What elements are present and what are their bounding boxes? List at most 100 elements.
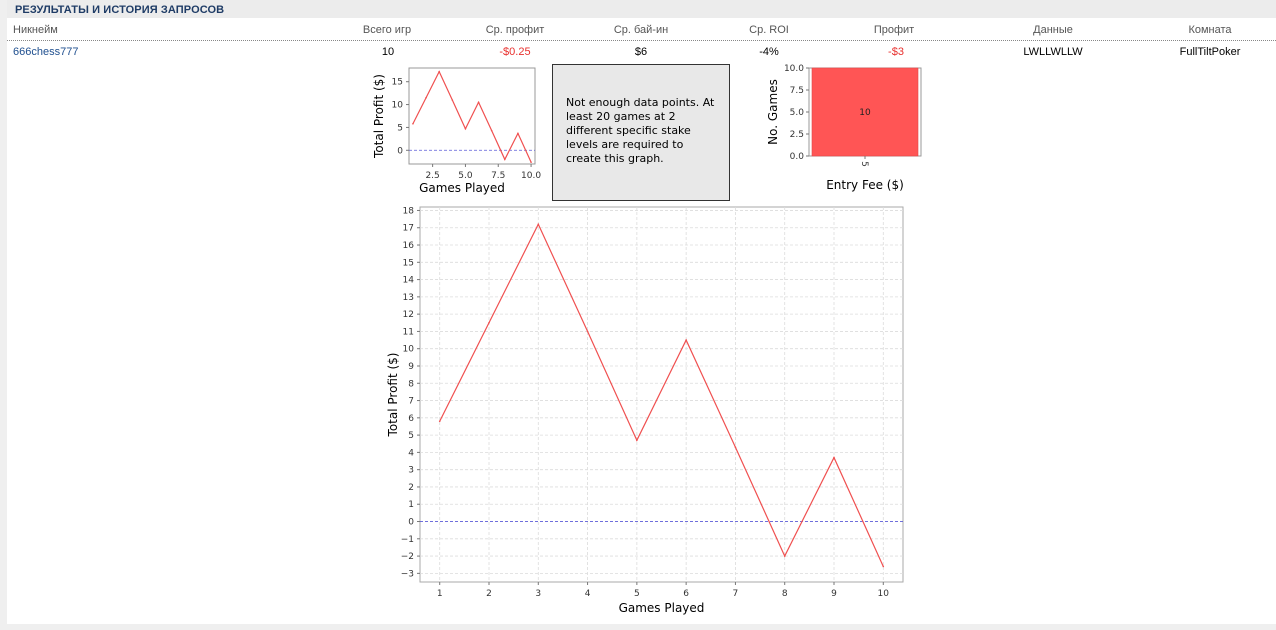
y-tick-label: 10 [392,101,404,111]
data-point [530,161,532,163]
y-tick-label: 17 [403,224,414,234]
data-point [586,330,589,333]
data-point [488,321,490,324]
column-header-games[interactable]: Всего игр [362,24,412,36]
small-profit-chart: 2.5 5.0 7.5 10.0 0 5 10 15 Games Played Total Pro… [372,67,541,195]
data-point [504,158,506,161]
profit-series-line [412,70,532,163]
y-tick-label: 12 [403,310,414,320]
x-axis-label: Games Played [419,181,505,195]
data-point [464,128,467,130]
y-tick-label: 9 [408,362,414,372]
not-enough-data-box: Not enough data points. At least 20 game… [552,64,730,201]
y-tick-label: 3 [408,466,414,476]
y-tick-label: 5 [397,123,403,133]
entry-fee-bar-chart: 0.0 2.5 5.0 7.5 10.0 10 5 Entry Fee ($) No. Game… [766,64,922,192]
data-point [734,446,737,449]
y-tick-label: 5 [408,431,414,441]
y-tick-label: 0 [408,518,414,528]
y-tick-label: −3 [401,569,414,579]
y-tick-label: −2 [401,552,414,562]
y-tick-label: 15 [392,78,403,88]
y-tick-label: 13 [403,293,414,303]
y-tick-label: 16 [403,241,415,251]
column-header-room[interactable]: Комната [1188,24,1232,36]
column-header-data[interactable]: Данные [1033,24,1073,36]
nickname-link[interactable]: 666chess777 [13,46,79,58]
y-tick-label: 10 [403,345,415,355]
x-tick-label: 7 [733,589,739,599]
data-point [783,555,786,557]
data-point [685,339,687,341]
column-header-avg-buyin[interactable]: Ср. бай-ин [613,24,669,36]
plot-area [419,206,904,583]
y-tick-label: 1 [408,500,414,510]
game-data-value: LWLLWLLW [1023,46,1083,58]
y-tick-label: 2.5 [790,130,804,140]
data-point [477,101,480,104]
bar-data-label: 10 [859,108,871,118]
x-tick-label: 5 [634,589,640,599]
data-point [537,223,540,226]
column-header-profit[interactable]: Профит [873,24,915,36]
y-axis-label: No. Games [766,79,780,145]
y-tick-label: 5.0 [790,108,805,118]
y-tick-label: 7 [408,397,414,407]
bar [811,67,919,157]
column-header-nickname[interactable]: Никнейм [13,24,58,36]
x-tick-label: 10.0 [521,171,541,181]
x-tick-label: 5.0 [458,171,473,181]
x-axis-label: Games Played [619,601,705,615]
x-tick-label: 5 [859,161,869,167]
games-value: 10 [381,46,395,58]
y-tick-label: 0.0 [790,152,805,162]
x-tick-label: 2.5 [425,171,439,181]
y-axis-label: Total Profit ($) [372,74,386,159]
data-point [636,439,638,442]
column-header-avg-roi[interactable]: Ср. ROI [749,24,789,36]
x-axis-label: Entry Fee ($) [826,178,904,192]
data-point [438,420,441,423]
data-point [490,129,493,132]
data-point [438,70,440,73]
results-panel: РЕЗУЛЬТАТЫ И ИСТОРИЯ ЗАПРОСОВ Никнейм Вс… [7,0,1276,624]
y-tick-label: 6 [408,414,414,424]
x-tick-label: 4 [585,589,591,599]
y-tick-label: 10.0 [784,64,804,74]
y-tick-label: 14 [403,276,415,286]
x-tick-label: 6 [683,589,689,599]
x-tick-label: 3 [535,589,541,599]
profit-value: -$3 [888,46,904,58]
not-enough-data-message: Not enough data points. At least 20 game… [566,96,715,165]
avg-profit-value: -$0.25 [499,46,531,58]
header-divider [7,40,1276,41]
y-axis-label: Total Profit ($) [386,353,400,438]
data-point [412,122,414,125]
y-tick-label: 2 [408,483,414,493]
y-tick-label: −1 [401,535,414,545]
y-tick-label: 8 [408,379,414,389]
panel-title: РЕЗУЛЬТАТЫ И ИСТОРИЯ ЗАПРОСОВ [15,4,225,16]
y-tick-label: 4 [408,448,414,458]
y-tick-label: 11 [403,327,414,337]
x-tick-label: 8 [782,589,788,599]
profit-series-line [439,222,884,567]
data-point [882,565,885,568]
data-point [517,132,519,135]
data-point [425,96,427,99]
x-tick-label: 2 [486,589,492,599]
y-tick-label: 15 [403,258,414,268]
large-profit-chart: 1 2 3 4 5 6 7 8 9 101817161514131211109876543210−… [386,206,904,615]
title-bar: РЕЗУЛЬТАТЫ И ИСТОРИЯ ЗАПРОСОВ [7,0,1276,18]
data-point [833,456,835,459]
x-tick-label: 7.5 [491,171,505,181]
room-value: FullTiltPoker [1179,46,1241,58]
column-header-avg-profit[interactable]: Ср. профит [485,24,545,36]
y-tick-label: 18 [403,206,415,216]
x-tick-label: 10 [878,589,890,599]
avg-buyin-value: $6 [634,46,648,58]
y-tick-label: 0 [397,146,403,156]
data-point [451,99,454,101]
x-tick-label: 9 [831,589,837,599]
avg-roi-value: -4% [759,46,779,58]
